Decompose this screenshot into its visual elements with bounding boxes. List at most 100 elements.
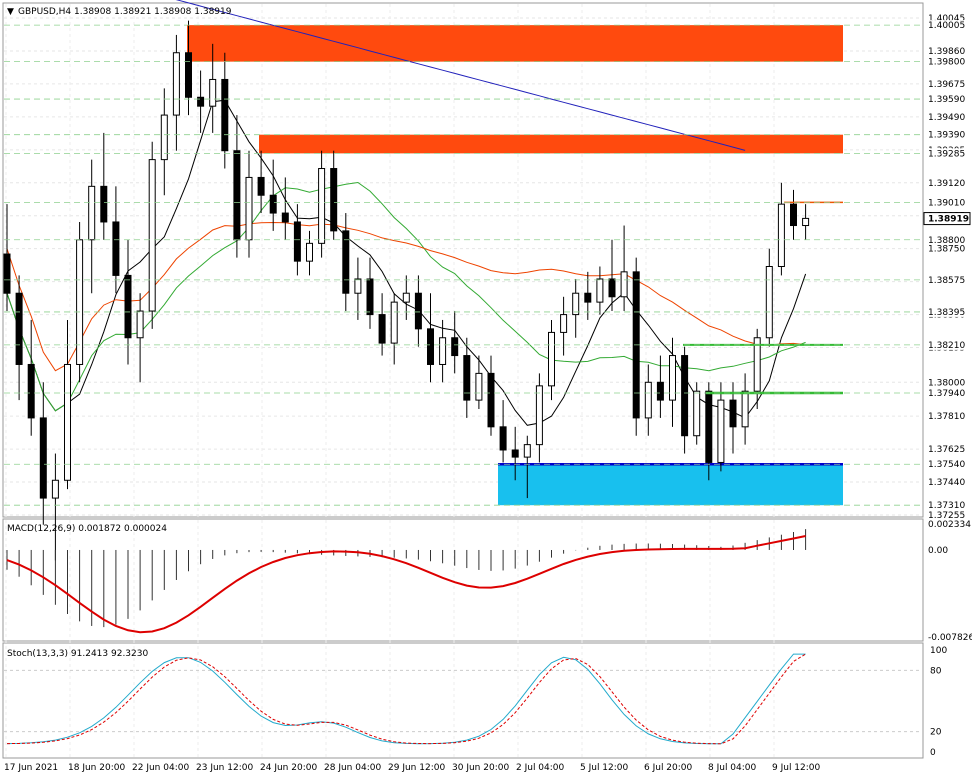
time-tick-label: 28 Jun 04:00 bbox=[324, 763, 381, 773]
candle-body bbox=[705, 390, 713, 463]
level-price-tag: 1.38395 bbox=[928, 308, 965, 318]
candle-body bbox=[27, 363, 35, 419]
candle-body bbox=[100, 185, 108, 223]
macd-indicator: 0.002334 0.00 -0.007826 bbox=[6, 520, 972, 643]
time-tick-label: 9 Jul 12:00 bbox=[772, 763, 821, 773]
candle-body bbox=[76, 239, 84, 365]
time-axis: 17 Jun 2021 18 Jun 20:00 22 Jun 04:00 23 Ju… bbox=[4, 763, 821, 773]
time-tick-label: 18 Jun 20:00 bbox=[68, 763, 125, 773]
candle-body bbox=[753, 337, 761, 392]
time-tick-label: 8 Jul 04:00 bbox=[708, 763, 757, 773]
stochastic-indicator: 100 80 20 0 bbox=[4, 646, 947, 758]
current-price-tag-bg bbox=[923, 212, 971, 226]
candle-body bbox=[342, 230, 350, 294]
time-tick-label: 6 Jul 20:00 bbox=[644, 763, 693, 773]
candle-body bbox=[378, 314, 386, 344]
candle-body bbox=[148, 159, 156, 312]
candle-body bbox=[620, 271, 628, 298]
candle-body bbox=[656, 381, 664, 401]
level-price-tag-bg bbox=[924, 129, 968, 140]
candle-body bbox=[136, 310, 144, 339]
candle-body bbox=[572, 292, 580, 316]
candle-body bbox=[185, 52, 192, 98]
price-tick-label: 1.39860 bbox=[928, 47, 965, 57]
candle-body bbox=[487, 372, 495, 428]
stoch-panel[interactable] bbox=[2, 642, 924, 759]
candle-body bbox=[802, 217, 810, 227]
candle-body bbox=[511, 449, 519, 458]
symbol-dropdown-icon[interactable]: ▼ bbox=[7, 7, 14, 17]
current-price-tag: 1.38919 bbox=[928, 215, 969, 225]
price-panel[interactable] bbox=[2, 2, 924, 518]
level-price-tag: 1.37310 bbox=[928, 501, 965, 511]
level-price-tag-bg bbox=[924, 387, 968, 398]
zone-resistance bbox=[259, 134, 843, 154]
price-tick-label: 1.39675 bbox=[928, 80, 965, 90]
candle-body bbox=[172, 52, 180, 116]
candle-body bbox=[197, 96, 205, 107]
price-tick-label: 1.39120 bbox=[928, 179, 965, 189]
price-tick-label: 1.37255 bbox=[928, 511, 965, 521]
candle-body bbox=[717, 399, 725, 463]
price-tick-label: 1.37810 bbox=[928, 412, 965, 422]
candle-body bbox=[439, 337, 447, 365]
candle-body bbox=[112, 221, 120, 276]
stoch-tick-label: 0 bbox=[930, 748, 936, 758]
candle-body bbox=[608, 278, 616, 298]
zone-resistance bbox=[187, 25, 843, 62]
level-price-tag-bg bbox=[924, 459, 968, 470]
stoch-main-line bbox=[6, 653, 806, 745]
time-tick-label: 29 Jun 12:00 bbox=[388, 763, 445, 773]
candle-body bbox=[584, 292, 592, 303]
candle-body bbox=[644, 381, 652, 419]
level-price-tag: 1.38575 bbox=[928, 276, 965, 286]
candle-body bbox=[560, 314, 568, 333]
price-tick-label: 1.37440 bbox=[928, 478, 965, 488]
candle-body bbox=[402, 292, 410, 303]
stoch-tick-label: 20 bbox=[930, 728, 942, 738]
candle-body bbox=[330, 168, 338, 232]
macd-panel[interactable] bbox=[2, 518, 924, 642]
candle-body bbox=[306, 242, 313, 262]
candle-body bbox=[160, 114, 168, 161]
candle-body bbox=[669, 355, 676, 401]
candle-body bbox=[221, 78, 229, 152]
candle-body bbox=[88, 185, 96, 241]
level-price-tag: 1.38800 bbox=[928, 236, 965, 246]
level-price-tag: 1.37540 bbox=[928, 460, 965, 470]
price-tick-label: 1.37625 bbox=[928, 445, 965, 455]
candle-body bbox=[390, 301, 398, 344]
candle-body bbox=[463, 355, 471, 401]
level-price-tag-bg bbox=[924, 94, 968, 105]
candle-body bbox=[693, 390, 701, 437]
level-price-tag: 1.39590 bbox=[928, 95, 965, 105]
level-price-tag-bg bbox=[924, 148, 968, 159]
price-zones bbox=[187, 25, 843, 506]
level-price-tag: 1.40005 bbox=[928, 21, 965, 31]
candle-body bbox=[596, 278, 604, 303]
horizontal-levels bbox=[4, 24, 922, 506]
time-tick-label: 30 Jun 20:00 bbox=[452, 763, 509, 773]
level-price-tag: 1.39010 bbox=[928, 198, 965, 208]
candle-body bbox=[414, 292, 422, 330]
level-price-tag: 1.39800 bbox=[928, 58, 965, 68]
candle-body bbox=[790, 203, 797, 227]
level-price-tag-bg bbox=[924, 56, 968, 67]
candle-body bbox=[318, 168, 326, 244]
zone-support bbox=[498, 464, 843, 506]
symbol-header: GBPUSD,H4 1.38908 1.38921 1.38908 1.3891… bbox=[18, 7, 232, 17]
ma-long-line bbox=[175, 0, 746, 151]
macd-tick-label: -0.007826 bbox=[928, 633, 972, 643]
level-price-tag: 1.39390 bbox=[928, 131, 965, 141]
candle-body bbox=[366, 278, 374, 316]
time-tick-label: 22 Jun 04:00 bbox=[132, 763, 189, 773]
candle-body bbox=[51, 479, 59, 499]
macd-tick-label: 0.00 bbox=[928, 546, 948, 556]
candle-body bbox=[233, 150, 241, 241]
candle-body bbox=[269, 194, 277, 214]
price-axis: 1.400451.398601.396751.394901.393051.391… bbox=[923, 14, 971, 521]
level-price-tag-bg bbox=[924, 500, 968, 511]
candle-body bbox=[681, 355, 689, 437]
candle-body bbox=[777, 203, 785, 267]
